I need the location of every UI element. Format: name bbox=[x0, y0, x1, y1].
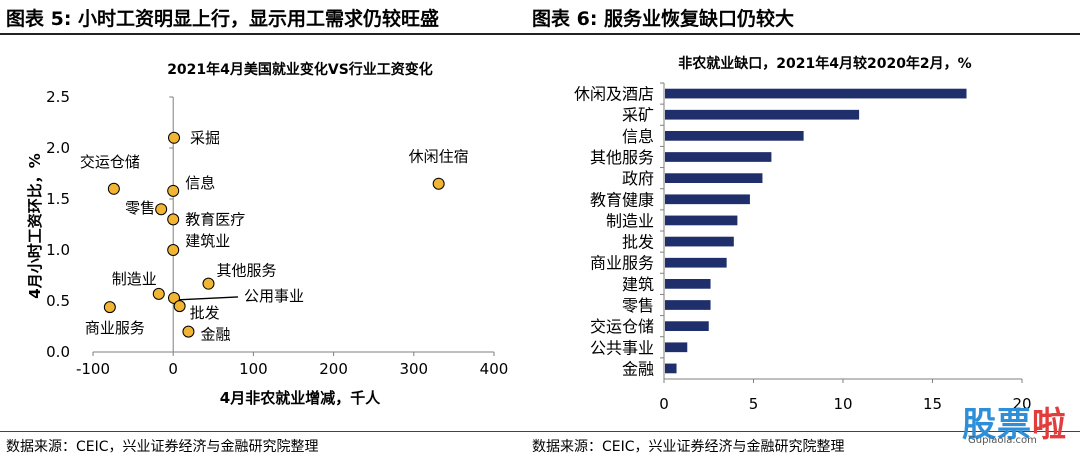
scatter-y-tick-label: 2.0 bbox=[46, 139, 70, 157]
bar-4 bbox=[665, 152, 772, 162]
scatter-point bbox=[155, 203, 168, 216]
scatter-point-label: 休闲住宿 bbox=[409, 148, 469, 166]
watermark-char-3: 啦 bbox=[1032, 405, 1067, 445]
scatter-x-axis-label: 4月非农就业增减，千人 bbox=[220, 389, 381, 407]
right-source-note: 数据来源：CEIC，兴业证券经济与金融研究院整理 bbox=[532, 439, 845, 455]
bar-category-label: 零售 bbox=[622, 296, 654, 315]
scatter-x-tick-label: 400 bbox=[480, 360, 509, 378]
watermark-char-2: 票 bbox=[997, 405, 1032, 445]
right-figure-title: 图表 6: 服务业恢复缺口仍较大 bbox=[532, 8, 795, 30]
bar-12 bbox=[665, 321, 709, 332]
footer-divider bbox=[0, 431, 1080, 432]
scatter-point bbox=[103, 301, 116, 314]
bar-8 bbox=[665, 236, 734, 247]
bar-category-label: 批发 bbox=[622, 233, 654, 252]
scatter-x-tick-label: 0 bbox=[168, 360, 178, 378]
bar-category-label: 制造业 bbox=[606, 211, 654, 230]
bar-category-label: 教育健康 bbox=[590, 190, 654, 209]
scatter-leader-line bbox=[175, 296, 239, 301]
bar-13 bbox=[665, 342, 688, 353]
bar-category-label: 建筑 bbox=[622, 275, 654, 294]
scatter-point-label: 制造业 bbox=[112, 270, 157, 288]
scatter-y-tick-label: 0.5 bbox=[46, 292, 70, 310]
scatter-point bbox=[167, 244, 180, 256]
bar-6 bbox=[665, 194, 750, 205]
bar-category-label: 公共事业 bbox=[590, 338, 654, 357]
watermark-logo: 股票啦 Gupiaola.com bbox=[962, 397, 1074, 446]
header-divider bbox=[0, 33, 1080, 35]
scatter-point-label: 金融 bbox=[200, 326, 230, 344]
bar-category-label: 其他服务 bbox=[590, 148, 654, 167]
scatter-y-tick-label: 1.5 bbox=[46, 190, 70, 208]
bar-9 bbox=[665, 257, 727, 268]
scatter-title: 2021年4月美国就业变化VS行业工资变化 bbox=[167, 61, 433, 78]
scatter-point-label: 信息 bbox=[185, 174, 215, 192]
scatter-y-tick-label: 2.5 bbox=[46, 88, 70, 106]
bar-14 bbox=[665, 363, 677, 374]
scatter-point bbox=[107, 182, 120, 195]
scatter-point-label: 公用事业 bbox=[244, 287, 304, 305]
scatter-point-label: 教育医疗 bbox=[185, 210, 245, 228]
scatter-point bbox=[202, 277, 215, 290]
watermark-char-1: 股 bbox=[962, 405, 997, 445]
bar-category-label: 休闲及酒店 bbox=[574, 85, 654, 104]
bar-10 bbox=[665, 278, 711, 289]
bar-category-label: 金融 bbox=[622, 359, 654, 378]
bar-category-label: 政府 bbox=[622, 169, 654, 188]
scatter-point-label: 批发 bbox=[190, 304, 220, 322]
bar-category-label: 交运仓储 bbox=[590, 317, 654, 336]
scatter-point-label: 其他服务 bbox=[216, 262, 276, 280]
bar-x-tick-label: 5 bbox=[749, 395, 759, 413]
scatter-point bbox=[182, 325, 195, 338]
left-figure-title: 图表 5: 小时工资明显上行，显示用工需求仍较旺盛 bbox=[6, 8, 440, 30]
scatter-point-label: 采掘 bbox=[190, 129, 220, 147]
scatter-point bbox=[168, 291, 181, 304]
scatter-x-tick-label: 100 bbox=[239, 360, 268, 378]
scatter-y-axis-label: 4月小时工资环比，% bbox=[26, 153, 44, 298]
scatter-x-tick-label: 300 bbox=[399, 360, 428, 378]
scatter-y-tick-label: 0.0 bbox=[46, 343, 70, 361]
bar-2 bbox=[665, 109, 860, 120]
scatter-y-tick-label: 1.0 bbox=[46, 241, 70, 259]
bar-x-tick-label: 20 bbox=[1012, 395, 1031, 413]
bar-11 bbox=[665, 300, 711, 310]
left-source-note: 数据来源：CEIC，兴业证券经济与金融研究院整理 bbox=[6, 439, 319, 455]
scatter-x-tick-label: -100 bbox=[76, 360, 110, 378]
header-bar: 图表 5: 小时工资明显上行，显示用工需求仍较旺盛 图表 6: 服务业恢复缺口仍… bbox=[0, 0, 1080, 34]
scatter-point-label: 建筑业 bbox=[185, 232, 230, 250]
scatter-point bbox=[152, 287, 165, 300]
scatter-point-label: 商业服务 bbox=[85, 319, 145, 337]
bar-category-label: 信息 bbox=[622, 127, 654, 146]
bar-category-label: 商业服务 bbox=[590, 254, 654, 273]
scatter-point bbox=[168, 131, 181, 144]
bar-category-label: 采矿 bbox=[622, 106, 654, 125]
bar-chart: 非农就业缺口，2021年4月较2020年2月，% 0 5 10 15 20 休闲及酒店采矿信… bbox=[574, 55, 1032, 413]
scatter-point-label: 交运仓储 bbox=[80, 153, 140, 171]
scatter-point bbox=[167, 213, 180, 226]
bar-1 bbox=[665, 88, 967, 99]
bar-x-tick-label: 15 bbox=[923, 395, 942, 413]
bar-title: 非农就业缺口，2021年4月较2020年2月，% bbox=[678, 55, 971, 72]
bar-x-tick-label: 10 bbox=[833, 395, 852, 413]
scatter-point-label: 零售 bbox=[125, 199, 155, 217]
scatter-x-tick-label: 200 bbox=[319, 360, 348, 378]
bar-5 bbox=[665, 173, 763, 184]
bar-3 bbox=[665, 130, 804, 141]
scatter-point bbox=[167, 184, 180, 197]
bar-7 bbox=[665, 215, 738, 226]
watermark-url: Gupiaola.com bbox=[968, 435, 1037, 446]
scatter-chart: 2021年4月美国就业变化VS行业工资变化 0.0 0.5 1.0 1.5 2.0 2.5 -… bbox=[26, 61, 509, 407]
bar-x-tick-label: 0 bbox=[659, 395, 669, 413]
scatter-point bbox=[432, 177, 445, 190]
scatter-point bbox=[173, 300, 186, 313]
